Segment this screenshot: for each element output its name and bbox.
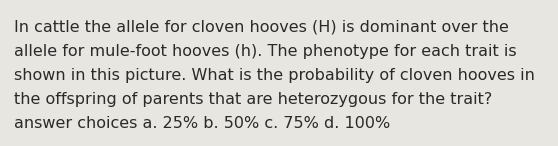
Text: shown in this picture. What is the probability of cloven hooves in: shown in this picture. What is the proba… [14,68,535,83]
Text: the offspring of parents that are heterozygous for the trait?: the offspring of parents that are hetero… [14,92,492,107]
Text: In cattle the allele for cloven hooves (H) is dominant over the: In cattle the allele for cloven hooves (… [14,20,509,35]
Text: answer choices a. 25% b. 50% c. 75% d. 100%: answer choices a. 25% b. 50% c. 75% d. 1… [14,116,390,131]
Text: allele for mule-foot hooves (h). The phenotype for each trait is: allele for mule-foot hooves (h). The phe… [14,44,517,59]
